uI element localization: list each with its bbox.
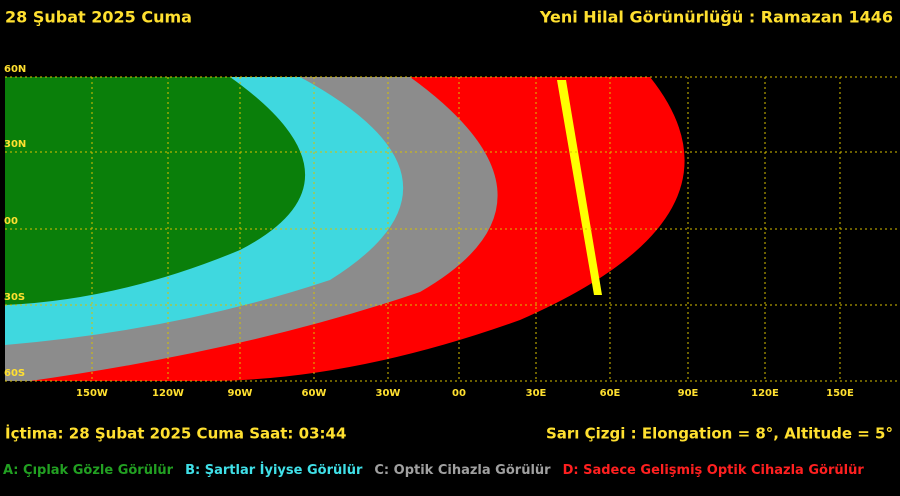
legend-item: B: Şartlar İyiyse Görülür [185, 462, 363, 478]
visibility-zones [5, 77, 685, 381]
lon-label: 150E [826, 388, 854, 399]
yellow-line [557, 80, 602, 295]
main-title: Yeni Hilal Görünürlüğü : Ramazan 1446 [539, 8, 893, 27]
lon-label: 60E [600, 388, 621, 399]
zone-a [5, 77, 306, 305]
lon-label: 90W [228, 388, 253, 399]
lat-label: 00 [4, 216, 18, 227]
lon-label: 120E [751, 388, 779, 399]
legend: A: Çıplak Gözle Görülür B: Şartlar İyiyse… [3, 462, 864, 478]
yellow-line-note: Sarı Çizgi : Elongation = 8°, Altitude =… [546, 425, 893, 443]
lon-label: 00 [452, 388, 466, 399]
conjunction: İçtima: 28 Şubat 2025 Cuma Saat: 03:44 [5, 424, 346, 443]
legend-item: C: Optik Cihazla Görülür [374, 463, 551, 478]
legend-item: D: Sadece Gelişmiş Optik Cihazla Görülür [563, 463, 865, 478]
lat-label: 60S [4, 368, 25, 379]
lon-label: 60W [302, 388, 327, 399]
lat-label: 60N [4, 64, 26, 75]
legend-item: A: Çıplak Gözle Görülür [3, 463, 174, 478]
lat-label: 30N [4, 139, 26, 150]
lon-label: 30E [526, 388, 547, 399]
lon-label: 90E [678, 388, 699, 399]
lon-label: 30W [376, 388, 401, 399]
lon-label: 120W [152, 388, 184, 399]
lon-label: 150W [76, 388, 108, 399]
graticule [5, 76, 900, 382]
lat-label: 30S [4, 292, 25, 303]
date-title: 28 Şubat 2025 Cuma [5, 8, 192, 27]
